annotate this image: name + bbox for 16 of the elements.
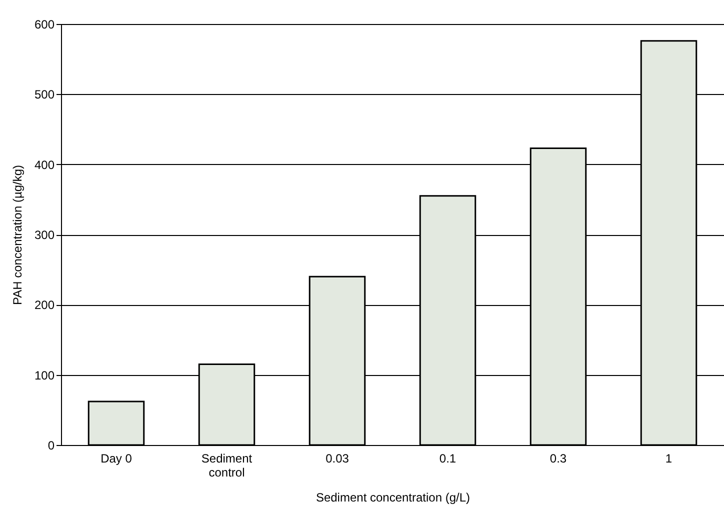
y-tick-label: 200 (34, 298, 55, 312)
y-tick-label: 0 (48, 438, 55, 452)
x-axis-title: Sediment concentration (g/L) (316, 490, 470, 504)
y-tick-label: 300 (34, 228, 55, 242)
x-tick-label: Day 0 (100, 452, 132, 466)
x-tick-label: 1 (665, 452, 672, 466)
bar (88, 400, 145, 446)
y-axis-title: PAH concentration (µg/kg) (10, 164, 24, 306)
y-tick-label: 100 (34, 368, 55, 382)
x-tick-label: 0.03 (326, 452, 350, 466)
x-tick-label: 0.3 (550, 452, 567, 466)
y-tick-label: 600 (34, 18, 55, 32)
y-tick-label: 500 (34, 88, 55, 102)
y-tick-label: 400 (34, 158, 55, 172)
x-tick-label: 0.1 (439, 452, 456, 466)
x-tick-label: Sediment control (201, 452, 253, 480)
